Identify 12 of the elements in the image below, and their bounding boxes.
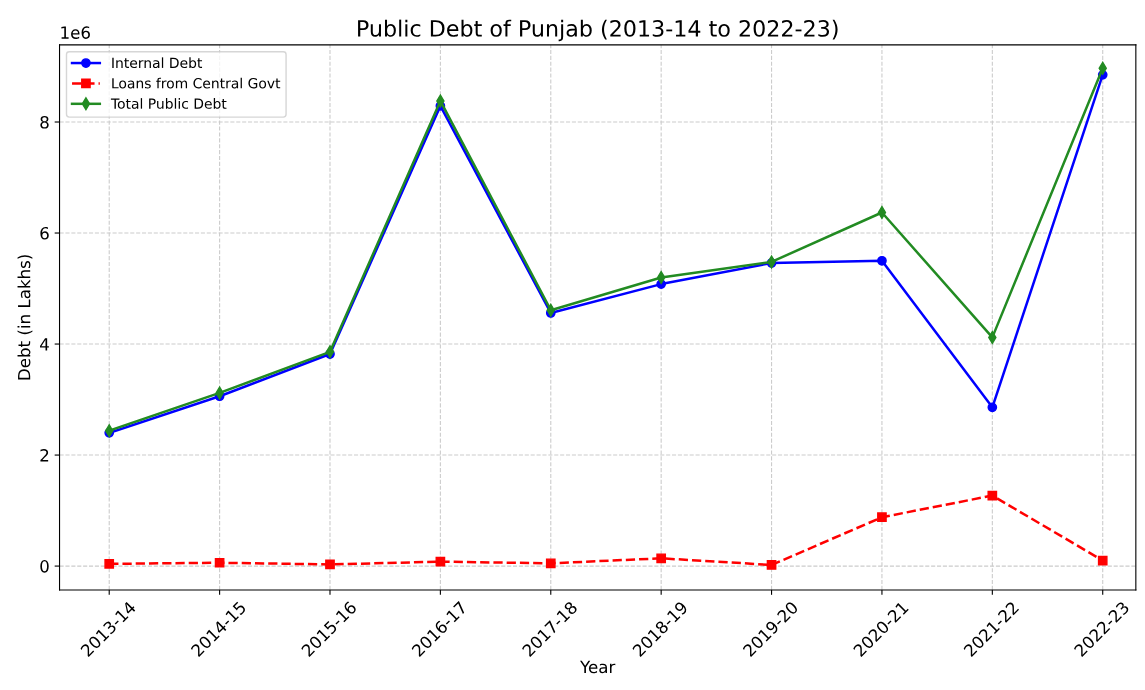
chart-title: Public Debt of Punjab (2013-14 to 2022-23) xyxy=(358,19,838,42)
text: 1e6 xyxy=(61,26,90,39)
legend-label: Loans from Central Govt xyxy=(112,77,281,89)
y-tick-label: 8 xyxy=(40,115,49,129)
y-tick-label: 6 xyxy=(40,226,49,240)
y-axis-title: Debt (in Lakhs) xyxy=(17,255,33,380)
y-tick-label: 0 xyxy=(40,560,49,573)
legend-label: Total Public Debt xyxy=(110,98,227,109)
legend-label: Internal Debt xyxy=(112,57,203,69)
x-axis-title: Year xyxy=(580,660,616,674)
y-tick-label: 2 xyxy=(40,449,49,462)
y-tick-label: 4 xyxy=(40,338,49,351)
